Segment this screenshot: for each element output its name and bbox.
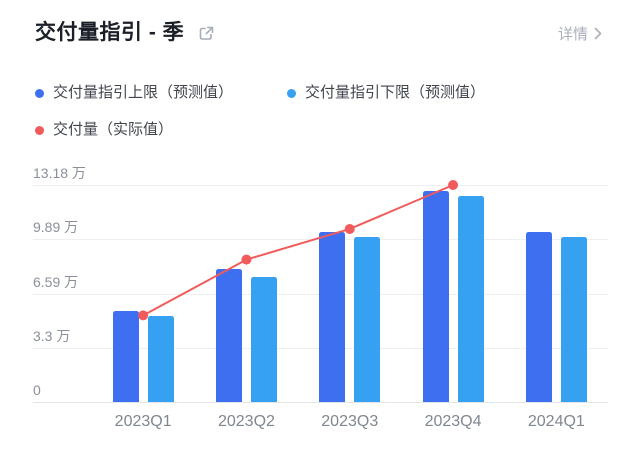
- legend-label-lower: 交付量指引下限（预测值）: [305, 84, 486, 101]
- bar-lower-2023Q2[interactable]: [250, 276, 277, 402]
- external-link-icon[interactable]: [197, 24, 216, 43]
- gridline: [33, 185, 608, 186]
- x-axis-line: [33, 402, 608, 403]
- x-axis-label: 2023Q4: [424, 413, 482, 430]
- detail-link-label: 详情: [557, 25, 588, 43]
- delivery-chart: 0 3.3 万 6.59 万 9.89 万 13.18 万 2023Q1 2023Q2 202…: [0, 160, 640, 452]
- y-axis-label: 3.3 万: [33, 327, 71, 344]
- bar-lower-2024Q1[interactable]: [560, 237, 587, 402]
- x-axis-label: 2023Q2: [217, 413, 275, 430]
- legend-item-lower[interactable]: 交付量指引下限（预测值）: [287, 85, 485, 101]
- bar-upper-2023Q4[interactable]: [422, 191, 449, 402]
- x-axis-label: 2023Q3: [321, 413, 379, 430]
- legend-item-upper[interactable]: 交付量指引上限（预测值）: [35, 85, 233, 101]
- bar-lower-2023Q4[interactable]: [457, 196, 484, 402]
- x-axis-label: 2023Q1: [114, 413, 172, 430]
- actual-line: [142, 184, 454, 317]
- y-axis-label: 13.18 万: [33, 165, 86, 181]
- actual-point-2023Q3[interactable]: [344, 223, 355, 234]
- actual-point-2023Q2[interactable]: [241, 254, 252, 265]
- legend-item-actual[interactable]: 交付量（实际值）: [35, 122, 173, 138]
- bar-lower-2023Q3[interactable]: [354, 237, 381, 402]
- page-title: 交付量指引 - 季: [35, 21, 185, 44]
- y-axis-label: 0: [33, 382, 41, 398]
- chart-legend: 交付量指引上限（预测值） 交付量指引下限（预测值） 交付量（实际值）: [35, 85, 607, 138]
- bar-upper-2023Q3[interactable]: [319, 232, 346, 402]
- actual-point-2023Q4[interactable]: [448, 180, 459, 190]
- legend-dot-lower: [287, 88, 297, 98]
- detail-link[interactable]: 详情: [558, 23, 602, 44]
- legend-dot-actual: [35, 125, 44, 135]
- card-header: 交付量指引 - 季 详情: [35, 18, 602, 48]
- y-axis-label: 9.89 万: [33, 219, 79, 236]
- chevron-right-icon: [594, 27, 602, 39]
- legend-label-upper: 交付量指引上限（预测值）: [53, 84, 234, 101]
- bar-lower-2023Q1[interactable]: [147, 316, 174, 402]
- x-axis-label: 2024Q1: [527, 413, 585, 430]
- bar-upper-2023Q2[interactable]: [215, 268, 242, 402]
- y-axis-label: 6.59 万: [33, 273, 79, 290]
- legend-dot-upper: [35, 88, 44, 98]
- legend-label-actual: 交付量（实际值）: [53, 121, 174, 138]
- bar-upper-2023Q1[interactable]: [112, 311, 139, 402]
- bar-upper-2024Q1[interactable]: [525, 232, 552, 402]
- actual-point-2023Q1[interactable]: [138, 310, 149, 321]
